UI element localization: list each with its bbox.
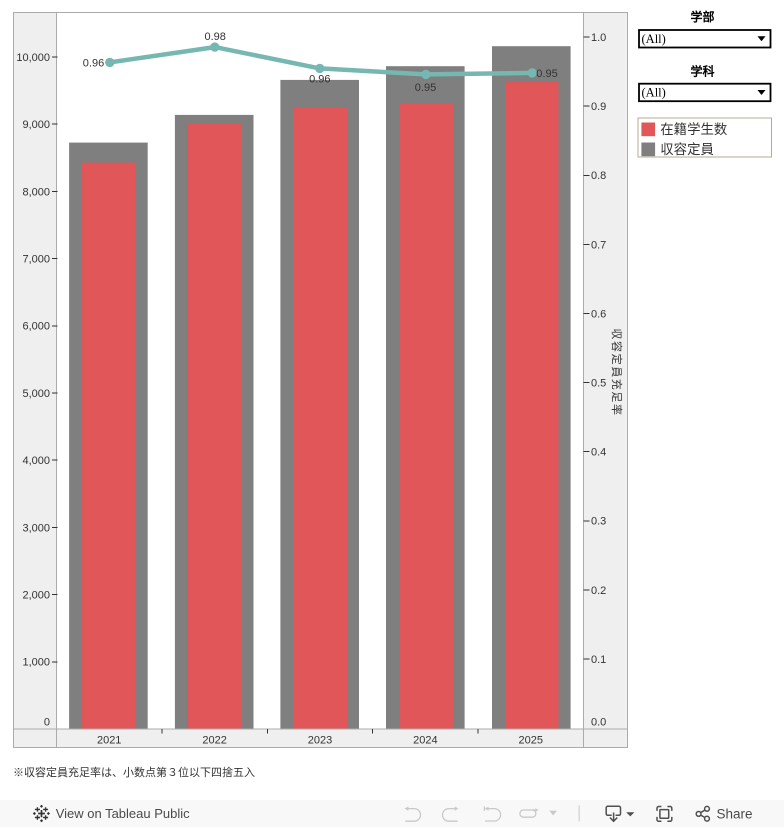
- svg-text:0.98: 0.98: [204, 31, 225, 43]
- svg-text:0.9: 0.9: [591, 101, 606, 113]
- svg-text:0.96: 0.96: [83, 57, 104, 69]
- svg-text:0: 0: [44, 717, 50, 729]
- svg-text:0.6: 0.6: [591, 308, 606, 320]
- svg-text:0.95: 0.95: [415, 82, 436, 94]
- svg-text:1.0: 1.0: [591, 32, 606, 44]
- svg-text:0.5: 0.5: [591, 378, 606, 390]
- svg-text:2022: 2022: [202, 734, 226, 746]
- svg-text:学科: 学科: [690, 63, 714, 78]
- svg-text:2025: 2025: [519, 734, 543, 746]
- svg-text:4,000: 4,000: [22, 455, 50, 467]
- svg-text:(All): (All): [642, 32, 666, 46]
- svg-text:10,000: 10,000: [16, 52, 50, 64]
- svg-text:0.95: 0.95: [536, 68, 557, 80]
- svg-text:1,000: 1,000: [22, 657, 50, 669]
- svg-text:収容定員充足率: 収容定員充足率: [610, 328, 624, 416]
- svg-text:2021: 2021: [97, 734, 121, 746]
- svg-text:0.8: 0.8: [591, 170, 606, 182]
- svg-text:学部: 学部: [690, 9, 714, 24]
- svg-text:0.3: 0.3: [591, 516, 606, 528]
- svg-text:0.4: 0.4: [591, 447, 606, 459]
- svg-text:※収容定員充足率は、小数点第３位以下四捨五入: ※収容定員充足率は、小数点第３位以下四捨五入: [13, 765, 255, 779]
- svg-text:収容定員: 収容定員: [660, 141, 714, 157]
- svg-text:9,000: 9,000: [22, 119, 50, 131]
- svg-text:0.0: 0.0: [591, 717, 606, 729]
- svg-text:0.7: 0.7: [591, 239, 606, 251]
- svg-text:2023: 2023: [308, 734, 332, 746]
- svg-text:6,000: 6,000: [22, 321, 50, 333]
- svg-text:5,000: 5,000: [22, 388, 50, 400]
- svg-text:2,000: 2,000: [22, 590, 50, 602]
- svg-text:0.96: 0.96: [309, 74, 330, 86]
- svg-text:7,000: 7,000: [22, 254, 50, 266]
- svg-text:3,000: 3,000: [22, 522, 50, 534]
- svg-text:Share: Share: [717, 806, 753, 821]
- svg-text:0.2: 0.2: [591, 585, 606, 597]
- svg-text:(All): (All): [642, 86, 666, 100]
- svg-text:View on Tableau Public: View on Tableau Public: [56, 806, 190, 821]
- svg-text:在籍学生数: 在籍学生数: [660, 121, 728, 137]
- svg-text:8,000: 8,000: [22, 186, 50, 198]
- svg-text:2024: 2024: [413, 734, 437, 746]
- svg-text:0.1: 0.1: [591, 654, 606, 666]
